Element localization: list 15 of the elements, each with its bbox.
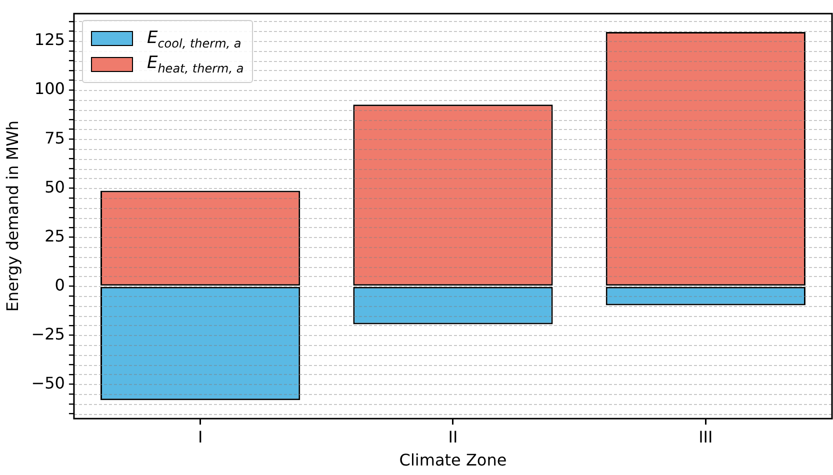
y-tick-label: 50 (44, 177, 65, 196)
y-tick-label: 0 (54, 275, 65, 294)
x-axis-title: Climate Zone (399, 450, 507, 470)
y-tick-label: 125 (34, 30, 65, 50)
x-tick-label: II (448, 427, 458, 446)
y-tick-label: −25 (31, 324, 65, 344)
y-tick-label: 25 (44, 226, 65, 246)
x-tick-label: III (698, 427, 713, 446)
y-tick-label: 75 (44, 128, 65, 148)
x-tick-label: I (198, 427, 203, 446)
y-tick-label: 100 (34, 79, 65, 98)
y-axis-title: Energy demand in MWh (2, 120, 22, 312)
legend-label: E$_{heat, therm, a}$ (146, 52, 244, 76)
legend-label: E$_{cool, therm, a}$ (146, 28, 242, 50)
y-tick-label: −50 (31, 373, 65, 392)
